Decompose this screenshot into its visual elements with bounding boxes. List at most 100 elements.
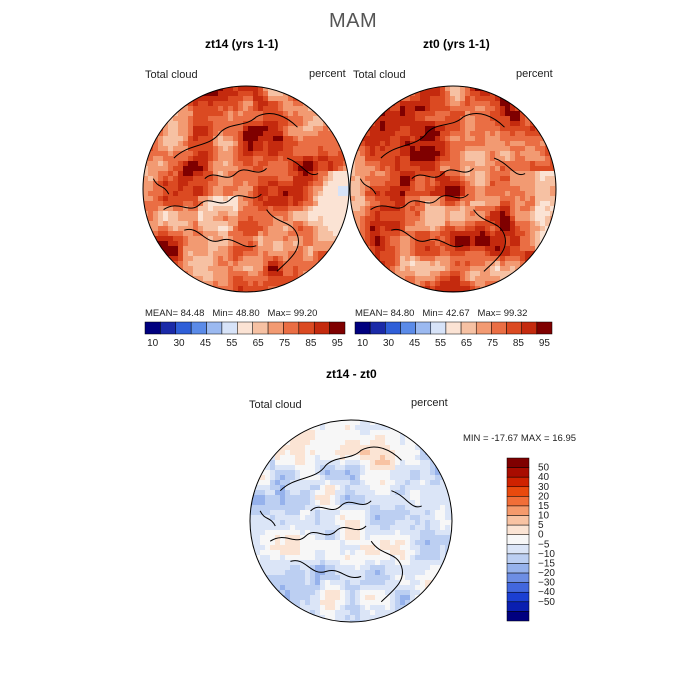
colorbar-diff-swatch xyxy=(506,505,530,516)
panel-3-max-value: 16.95 xyxy=(552,433,577,444)
colorbar-diff-tick-label: −15 xyxy=(538,558,555,569)
colorbar-zt14-tick-label: 95 xyxy=(332,338,344,349)
colorbar-diff-tick-label: 5 xyxy=(538,520,544,531)
panel-1-units-label: percent xyxy=(309,68,346,80)
colorbar-diff-tick-label: 30 xyxy=(538,482,550,493)
colorbar-zt0-swatch xyxy=(506,321,522,335)
colorbar-diff-swatch xyxy=(506,524,530,535)
panel-2-max-value: 99.32 xyxy=(503,308,528,319)
colorbar-zt0-tick-label: 10 xyxy=(357,338,369,349)
colorbar-zt0-tick-label: 95 xyxy=(539,338,551,349)
map-zt14 xyxy=(142,85,350,293)
colorbar-diff-swatch xyxy=(506,601,530,612)
panel-2-stats: MEAN= 84.80 Min= 42.67 Max= 99.32 xyxy=(355,308,527,319)
colorbar-zt14-tick-label: 30 xyxy=(174,338,186,349)
colorbar-diff-swatch xyxy=(506,544,530,555)
colorbar-zt14-swatch xyxy=(252,321,269,335)
colorbar-diff-tick-label: −5 xyxy=(538,539,550,550)
colorbar-zt0-swatch xyxy=(385,321,401,335)
colorbar-zt0-tick-label: 75 xyxy=(487,338,499,349)
colorbar-diff-swatch xyxy=(506,611,530,622)
colorbar-diff-swatch xyxy=(506,591,530,603)
colorbar-zt14-swatch xyxy=(190,321,207,335)
panel-3-min-value: -17.67 xyxy=(491,433,519,444)
panel-3-stats: MIN = -17.67 MAX = 16.95 xyxy=(463,433,576,444)
colorbar-diff-swatch xyxy=(506,486,530,497)
colorbar-zt14-tick-label: 85 xyxy=(305,338,317,349)
panel-1-max-value: 99.20 xyxy=(293,308,318,319)
colorbar-diff-tick-label: 40 xyxy=(538,472,550,483)
figure-title: MAM xyxy=(329,10,378,32)
colorbar-diff-tick-label: 50 xyxy=(538,463,550,474)
colorbar-zt0-tick-label: 45 xyxy=(409,338,421,349)
colorbar-diff-swatch xyxy=(506,496,530,507)
colorbar-zt0-swatch xyxy=(415,321,432,335)
panel-1-min-label: Min= xyxy=(212,308,234,319)
colorbar-diff-tick-label: 20 xyxy=(538,491,550,502)
colorbar-diff-tick-label: −40 xyxy=(538,587,555,598)
colorbar-diff-swatch xyxy=(506,457,530,468)
colorbar-zt0-swatch xyxy=(521,321,538,335)
colorbar-diff-swatch xyxy=(506,534,530,545)
colorbar-zt0-tick-label: 85 xyxy=(513,338,525,349)
panel-1-mean-label: MEAN= xyxy=(145,308,178,319)
panel-1-title: zt14 (yrs 1-1) xyxy=(205,37,279,51)
map-diff xyxy=(249,419,453,623)
colorbar-zt0-swatch xyxy=(354,321,371,335)
panel-2-mean-label: MEAN= xyxy=(355,308,388,319)
colorbar-zt0-swatch xyxy=(460,321,477,335)
colorbar-zt14-tick-label: 65 xyxy=(253,338,265,349)
panel-2-title: zt0 (yrs 1-1) xyxy=(423,37,490,51)
colorbar-zt14-swatch xyxy=(175,321,192,335)
colorbar-zt0-tick-label: 65 xyxy=(461,338,473,349)
colorbar-diff-swatch xyxy=(506,582,530,593)
colorbar-diff-swatch xyxy=(506,476,530,488)
panel-3-title: zt14 - zt0 xyxy=(326,367,377,381)
colorbar-zt14-swatch xyxy=(298,321,315,335)
panel-1-mean-value: 84.48 xyxy=(180,308,205,319)
colorbar-zt0-swatch xyxy=(400,321,416,335)
colorbar-diff-tick-label: 15 xyxy=(538,501,550,512)
colorbar-diff-tick-label: −20 xyxy=(538,568,555,579)
panel-3-max-label: MAX = xyxy=(520,433,550,444)
colorbar-zt14-swatch xyxy=(267,321,284,335)
colorbar-diff-swatch xyxy=(506,553,530,564)
colorbar-zt14-tick-label: 55 xyxy=(226,338,238,349)
colorbar-diff-tick-label: −50 xyxy=(538,597,555,608)
colorbar-diff-tick-label: 10 xyxy=(538,511,550,522)
colorbar-zt14-swatch xyxy=(329,321,346,335)
panel-2-units-label: percent xyxy=(516,68,553,80)
colorbar-zt14-swatch xyxy=(206,321,223,335)
colorbar-diff-swatch xyxy=(506,515,530,526)
colorbar-zt0-swatch xyxy=(475,321,492,335)
panel-3-min-label: MIN = xyxy=(463,433,489,444)
colorbar-zt14-swatch xyxy=(237,321,253,335)
colorbar-zt0-swatch xyxy=(536,321,553,335)
colorbar-zt14-swatch xyxy=(221,321,238,335)
colorbar-zt14-tick-label: 10 xyxy=(147,338,159,349)
panel-3-field-label: Total cloud xyxy=(249,399,302,411)
colorbar-diff-swatch xyxy=(506,467,530,478)
map-zt0 xyxy=(349,85,557,293)
colorbar-diff-swatch xyxy=(506,572,530,583)
colorbar-diff-tick-label: −10 xyxy=(538,549,555,560)
colorbar-diff-tick-label: −30 xyxy=(538,578,555,589)
panel-2-min-label: Min= xyxy=(422,308,444,319)
colorbar-diff-swatch xyxy=(506,563,530,574)
panel-2-field-label: Total cloud xyxy=(353,69,406,81)
colorbar-diff-tick-label: 0 xyxy=(538,530,544,541)
panel-1-field-label: Total cloud xyxy=(145,69,198,81)
panel-3-units-label: percent xyxy=(411,397,448,409)
colorbar-zt0-tick-label: 30 xyxy=(383,338,395,349)
colorbar-zt0-swatch xyxy=(445,321,462,335)
colorbar-zt0-tick-label: 55 xyxy=(435,338,447,349)
colorbar-zt14-tick-label: 75 xyxy=(279,338,291,349)
colorbar-zt0-swatch xyxy=(491,321,507,335)
colorbar-zt14-swatch xyxy=(160,321,177,335)
panel-1-stats: MEAN= 84.48 Min= 48.80 Max= 99.20 xyxy=(145,308,317,319)
panel-1-min-value: 48.80 xyxy=(235,308,260,319)
panel-2-max-label: Max= xyxy=(477,308,502,319)
colorbar-zt14-swatch xyxy=(144,321,161,335)
colorbar-zt0-swatch xyxy=(369,321,386,335)
